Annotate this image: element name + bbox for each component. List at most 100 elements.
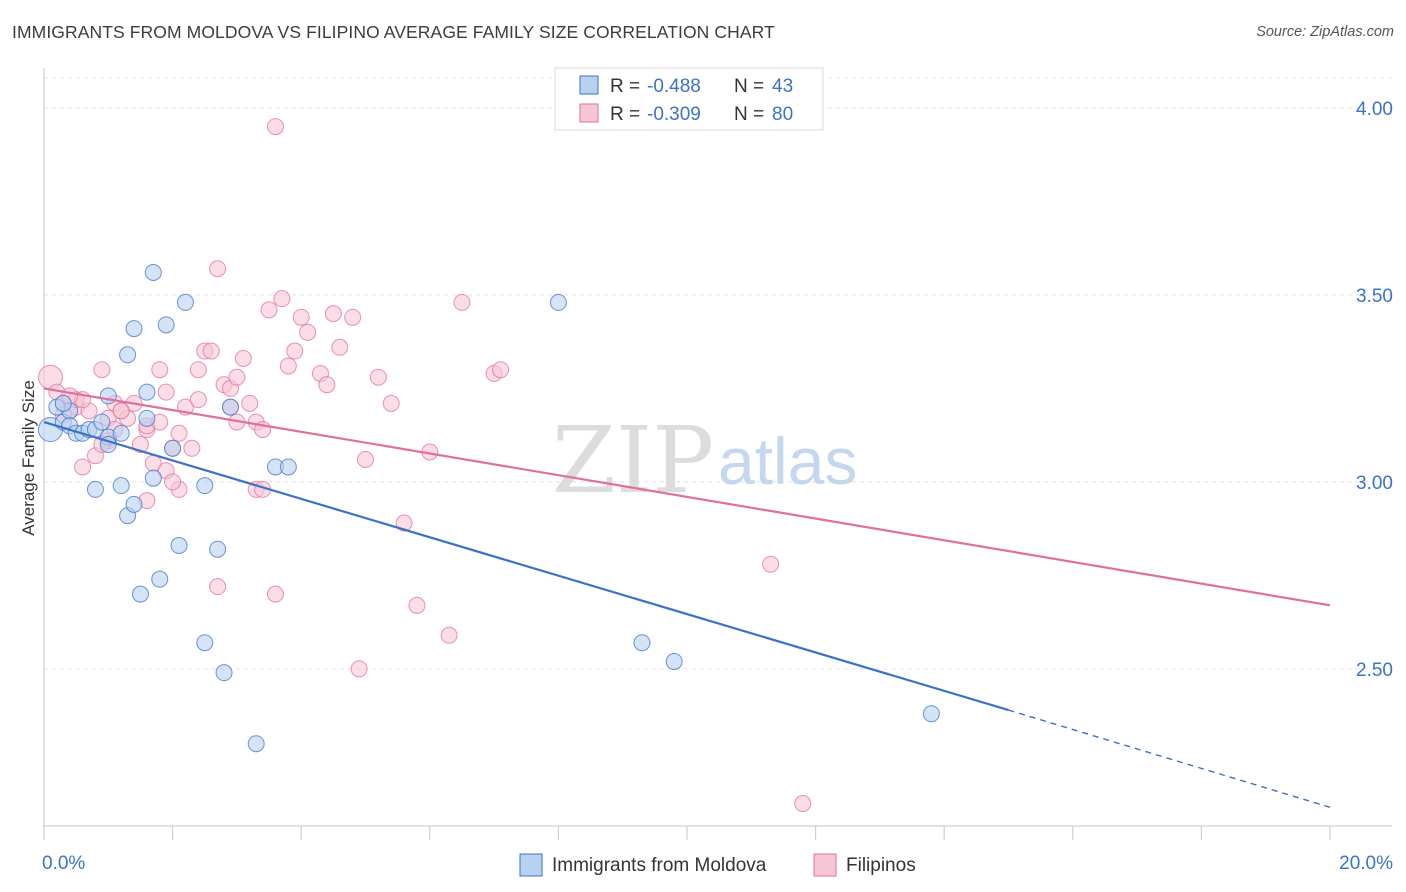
y-tick-label: 3.50 xyxy=(1356,286,1393,307)
moldova-point xyxy=(86,480,104,498)
filipinos-point xyxy=(228,368,246,386)
filipinos-point xyxy=(131,436,149,454)
bottom-legend-swatch-filipinos xyxy=(813,853,837,877)
bottom-legend: Immigrants from Moldova Filipinos xyxy=(519,853,916,877)
moldova-point xyxy=(138,409,156,427)
legend: R = -0.488 N = 43 R = -0.309 N = 80 xyxy=(554,67,824,131)
moldova-point xyxy=(665,652,683,670)
filipinos-point xyxy=(209,260,227,278)
moldova-point xyxy=(119,346,137,364)
trend-lines xyxy=(43,387,1331,808)
watermark: ZIP atlas xyxy=(552,407,857,514)
filipinos-point xyxy=(382,394,400,412)
filipinos-point xyxy=(440,626,458,644)
moldova-point xyxy=(221,398,239,416)
moldova-point xyxy=(144,469,162,487)
filipinos-point xyxy=(324,305,342,323)
bottom-legend-moldova: Immigrants from Moldova xyxy=(552,855,767,876)
moldova-point xyxy=(922,705,940,723)
filipinos-point xyxy=(279,357,297,375)
moldova-point xyxy=(196,634,214,652)
filipinos-point xyxy=(93,361,111,379)
filipinos-point xyxy=(170,424,188,442)
axes xyxy=(43,68,1392,840)
moldova-point xyxy=(157,316,175,334)
moldova-point xyxy=(196,477,214,495)
moldova-point xyxy=(54,394,72,412)
filipinos-point xyxy=(266,118,284,136)
y-tick-label: 3.00 xyxy=(1356,473,1393,494)
filipinos-point xyxy=(273,290,291,308)
filipinos-point xyxy=(492,361,510,379)
filipinos-point xyxy=(292,308,310,326)
y-tick-label: 2.50 xyxy=(1356,660,1393,681)
moldova-point xyxy=(176,293,194,311)
legend-n-label-2: N = xyxy=(734,104,764,125)
legend-n-label-1: N = xyxy=(734,76,764,97)
filipinos-point xyxy=(189,361,207,379)
filipinos-point xyxy=(299,323,317,341)
moldova-point xyxy=(549,293,567,311)
filipinos-point xyxy=(794,795,812,813)
moldova-point xyxy=(138,383,156,401)
y-tick-label: 4.00 xyxy=(1356,99,1393,120)
filipinos-point xyxy=(241,394,259,412)
filipinos-trend-line xyxy=(43,387,1331,607)
grid-lines xyxy=(44,77,1392,670)
moldova-point xyxy=(164,439,182,457)
moldova-point xyxy=(93,413,111,431)
filipinos-point xyxy=(395,514,413,532)
legend-n-value-1: 43 xyxy=(772,76,793,97)
moldova-point xyxy=(125,495,143,513)
x-tick-label: 0.0% xyxy=(42,853,85,874)
filipinos-point xyxy=(234,350,252,367)
moldova-trend-extension xyxy=(1008,709,1331,808)
filipinos-point xyxy=(408,596,426,614)
legend-swatch-moldova xyxy=(579,75,599,95)
moldova-point xyxy=(279,458,297,476)
filipinos-point xyxy=(202,342,220,360)
series-moldova-points xyxy=(37,263,940,753)
filipinos-point xyxy=(157,383,175,401)
x-tick-label: 20.0% xyxy=(1339,853,1393,874)
moldova-trend-line xyxy=(43,421,1009,712)
y-tick-labels: 2.50 3.00 3.50 4.00 xyxy=(1356,99,1393,681)
moldova-point xyxy=(112,424,130,442)
source-label: Source: ZipAtlas.com xyxy=(1256,24,1394,40)
moldova-point xyxy=(131,585,149,603)
moldova-point xyxy=(151,570,169,588)
filipinos-point xyxy=(183,439,201,457)
bottom-legend-swatch-moldova xyxy=(519,853,543,877)
bottom-legend-filipinos: Filipinos xyxy=(846,855,916,876)
moldova-point xyxy=(144,263,162,281)
moldova-point xyxy=(112,477,130,495)
filipinos-point xyxy=(266,585,284,603)
filipinos-point xyxy=(344,308,362,326)
moldova-point xyxy=(170,537,188,554)
legend-n-value-2: 80 xyxy=(772,104,793,125)
filipinos-point xyxy=(260,301,278,319)
moldova-point xyxy=(99,387,117,405)
watermark-atlas: atlas xyxy=(718,424,857,498)
moldova-point xyxy=(633,634,651,652)
moldova-point xyxy=(247,735,265,753)
filipinos-point xyxy=(151,361,169,379)
filipinos-point xyxy=(112,402,130,420)
filipinos-point xyxy=(762,555,780,573)
filipinos-point xyxy=(164,473,182,491)
filipinos-point xyxy=(286,342,304,360)
moldova-point xyxy=(215,664,233,682)
filipinos-point xyxy=(189,391,207,409)
chart-title: IMMIGRANTS FROM MOLDOVA VS FILIPINO AVER… xyxy=(12,22,775,42)
legend-r-value-1: -0.488 xyxy=(647,76,701,97)
filipinos-point xyxy=(369,368,387,386)
legend-r-value-2: -0.309 xyxy=(647,104,701,125)
filipinos-point xyxy=(318,376,336,394)
legend-swatch-filipinos xyxy=(579,103,599,123)
moldova-point xyxy=(125,320,143,338)
legend-r-label-2: R = xyxy=(610,104,640,125)
filipinos-point xyxy=(350,660,368,678)
filipinos-point xyxy=(209,578,227,596)
y-axis-label: Average Family Size xyxy=(19,380,38,536)
filipinos-point xyxy=(453,293,471,311)
